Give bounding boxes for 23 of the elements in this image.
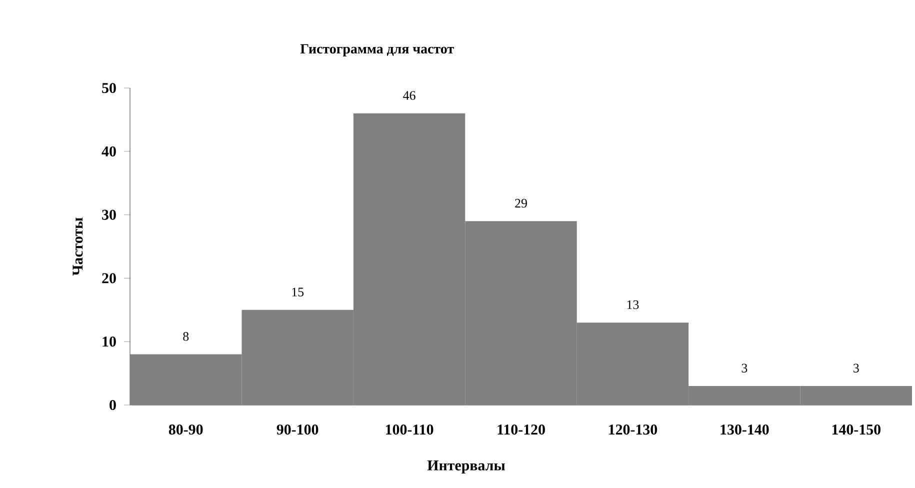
y-tick-label: 0 (110, 400, 116, 410)
x-tick-label: 100-110 (386, 424, 434, 435)
chart-title: Гистограмма для частот (300, 44, 454, 56)
x-axis-title: Интервалы (427, 460, 505, 474)
y-tick-label: 20 (102, 273, 116, 284)
x-tick-label: 130-140 (720, 424, 769, 435)
y-axis-title: Частоты (72, 218, 83, 276)
x-tick-label: 140-150 (832, 424, 880, 435)
y-tick-label: 50 (102, 82, 116, 94)
x-tick-label: 80-90 (168, 424, 203, 435)
data-label: 15 (292, 288, 304, 296)
data-label: 46 (403, 91, 416, 100)
data-label: 3 (854, 364, 859, 372)
x-tick-label: 110-120 (498, 424, 545, 435)
y-tick-label: 30 (102, 210, 116, 220)
x-tick-label: 120-130 (609, 424, 658, 435)
data-label: 13 (627, 300, 639, 310)
x-tick-label: 90-100 (276, 424, 318, 435)
data-label: 8 (183, 332, 189, 341)
y-tick-label: 40 (102, 146, 116, 156)
data-label: 29 (515, 198, 527, 208)
data-label: 3 (742, 364, 748, 372)
y-tick-label: 10 (102, 336, 116, 347)
